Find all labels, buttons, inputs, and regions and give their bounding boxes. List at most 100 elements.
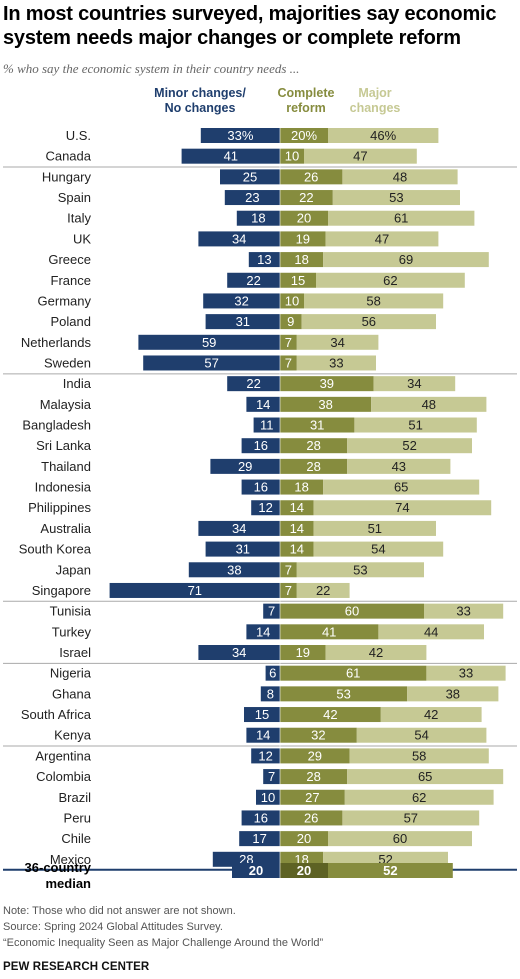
bar-minor-changes [260, 686, 280, 702]
value-label-minor: 12 [258, 500, 272, 515]
value-label-minor: 38 [227, 562, 241, 577]
bar-major-changes [347, 458, 451, 474]
chart-subtitle: % who say the economic system in their c… [3, 61, 300, 76]
bar-minor-changes [203, 293, 280, 309]
value-label-major: 58 [366, 293, 380, 308]
country-label: Nigeria [50, 666, 92, 681]
country-label: Thailand [41, 459, 91, 474]
value-label-minor: 12 [258, 748, 272, 763]
value-label-complete: 14 [290, 542, 304, 557]
bar-minor-changes [251, 500, 280, 516]
value-label-major: 62 [383, 273, 397, 288]
value-label-minor: 14 [256, 624, 270, 639]
median-bar-complete-reform [280, 863, 328, 878]
value-label-complete: 38 [318, 397, 332, 412]
country-label: Malaysia [40, 397, 92, 412]
value-label-major: 69 [399, 252, 413, 267]
bar-minor-changes [251, 748, 280, 764]
legend-major-label: Major [358, 86, 391, 100]
bar-minor-changes [263, 603, 280, 619]
value-label-minor: 8 [267, 686, 274, 701]
value-label-major: 43 [392, 459, 406, 474]
value-label-complete: 19 [296, 231, 310, 246]
country-label: Tunisia [50, 604, 92, 619]
bar-major-changes [328, 831, 472, 847]
value-label-minor: 17 [252, 831, 266, 846]
bar-major-changes [313, 520, 436, 536]
value-label-minor: 14 [256, 397, 270, 412]
bar-major-changes [296, 582, 350, 598]
bar-major-changes [380, 707, 482, 723]
value-label-major: 54 [414, 728, 428, 743]
bar-minor-changes [265, 665, 280, 681]
value-label-minor: 57 [204, 355, 218, 370]
value-label-minor: 22 [246, 273, 260, 288]
value-label-complete: 28 [306, 438, 320, 453]
value-label-complete: 10 [285, 293, 299, 308]
value-label-major: 38 [446, 686, 460, 701]
value-label-complete: 14 [290, 500, 304, 515]
value-label-minor: 11 [260, 418, 274, 433]
bar-minor-changes [205, 541, 280, 557]
bar-major-changes [354, 417, 477, 433]
value-label-major: 48 [422, 397, 436, 412]
value-label-complete: 26 [304, 169, 318, 184]
bar-complete-reform [280, 562, 297, 578]
bar-minor-changes [198, 645, 280, 660]
bar-minor-changes [241, 438, 280, 454]
bar-minor-changes [220, 169, 280, 185]
country-label: Kenya [54, 728, 92, 743]
country-label: Peru [64, 810, 91, 825]
bar-complete-reform [280, 272, 316, 288]
bar-complete-reform [280, 707, 381, 723]
median-value-complete: 20 [297, 863, 311, 878]
country-label: Ghana [52, 686, 92, 701]
value-label-complete: 18 [294, 252, 308, 267]
bar-major-changes [323, 479, 480, 495]
country-label: Chile [61, 831, 91, 846]
country-label: Japan [56, 562, 91, 577]
value-label-complete: 28 [306, 769, 320, 784]
country-label: Turkey [52, 624, 92, 639]
value-label-complete: 53 [336, 686, 350, 701]
value-label-major: 65 [394, 480, 408, 495]
legend-major-label: changes [350, 101, 401, 115]
bar-complete-reform [280, 665, 427, 681]
bar-minor-changes [256, 789, 280, 805]
value-label-minor: 31 [236, 542, 250, 557]
value-label-major: 34 [407, 376, 421, 391]
value-label-major: 61 [394, 211, 408, 226]
median-value-minor: 20 [249, 863, 263, 878]
median-value-major: 52 [383, 863, 397, 878]
value-label-major: 53 [389, 190, 403, 205]
value-label-complete: 39 [320, 376, 334, 391]
country-label: Italy [67, 211, 91, 226]
bar-complete-reform [280, 686, 408, 702]
value-label-complete: 20% [291, 128, 317, 143]
value-label-minor: 6 [269, 666, 276, 681]
bar-minor-changes [244, 707, 280, 723]
value-label-major: 22 [316, 583, 330, 598]
value-label-complete: 32 [311, 728, 325, 743]
legend-minor-label: No changes [165, 101, 236, 115]
bar-complete-reform [280, 210, 328, 226]
bar-complete-reform [280, 748, 350, 764]
bar-minor-changes [210, 458, 280, 474]
bar-minor-changes [188, 562, 280, 578]
bar-major-changes [301, 314, 436, 330]
bar-complete-reform [280, 603, 424, 619]
value-label-minor: 71 [188, 583, 202, 598]
value-label-complete: 42 [323, 707, 337, 722]
bar-minor-changes [239, 831, 280, 847]
bar-minor-changes [181, 148, 280, 164]
value-label-minor: 7 [268, 604, 275, 619]
legend-minor-label: Minor changes/ [154, 86, 246, 100]
bar-minor-changes [246, 624, 280, 640]
value-label-complete: 15 [291, 273, 305, 288]
bar-complete-reform [280, 252, 324, 268]
legend-complete-label: reform [286, 101, 326, 115]
value-label-major: 60 [393, 831, 407, 846]
country-label: Colombia [36, 769, 92, 784]
value-label-complete: 27 [305, 790, 319, 805]
